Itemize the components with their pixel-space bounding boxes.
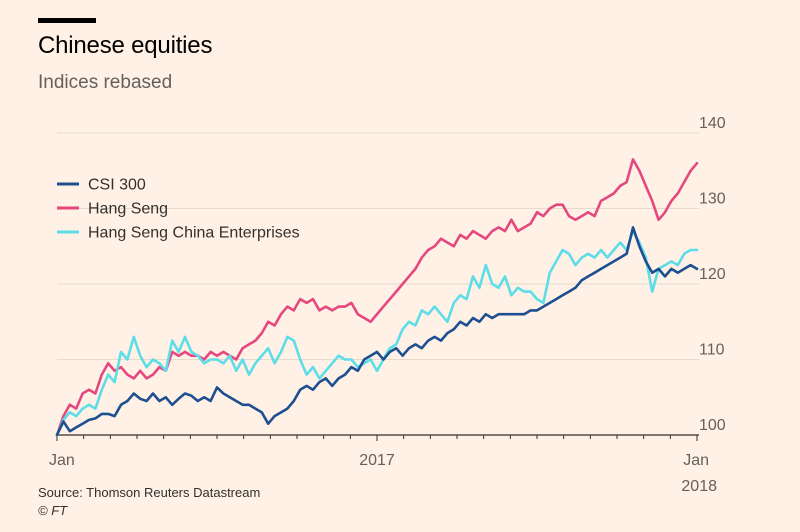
title-rule bbox=[38, 18, 96, 23]
y-tick-label-130: 130 bbox=[699, 191, 726, 208]
series-line-csi-300 bbox=[55, 226, 699, 437]
legend-label-0: CSI 300 bbox=[88, 177, 146, 194]
legend: CSI 300 Hang Seng Hang Seng China Enterpri… bbox=[57, 177, 300, 242]
series-line-hang-seng-china-enterprises bbox=[55, 229, 699, 437]
y-tick-label-120: 120 bbox=[699, 266, 726, 283]
chart-subtitle: Indices rebased bbox=[38, 72, 173, 93]
legend-label-2: Hang Seng China Enterprises bbox=[88, 225, 300, 242]
x-tick-label-0: Jan bbox=[49, 452, 75, 469]
x-tick-label-2: Jan bbox=[683, 452, 709, 469]
series-lines bbox=[55, 158, 699, 437]
source-note: Source: Thomson Reuters Datastream bbox=[38, 485, 261, 500]
grid-lines bbox=[57, 132, 699, 436]
x-tick-label-1: 2017 bbox=[359, 452, 395, 469]
x-axis: Jan 2017 Jan 2018 bbox=[49, 435, 717, 495]
chart-title: Chinese equities bbox=[38, 32, 213, 59]
y-tick-label-110: 110 bbox=[699, 342, 725, 359]
y-tick-label-100: 100 bbox=[699, 417, 726, 434]
ft-credit: © FT bbox=[38, 503, 68, 518]
y-axis-tick-labels: 100 110 120 130 140 bbox=[699, 115, 726, 434]
legend-label-1: Hang Seng bbox=[88, 201, 168, 218]
y-tick-label-140: 140 bbox=[699, 115, 726, 132]
x-tick-label-2-year: 2018 bbox=[681, 478, 717, 495]
